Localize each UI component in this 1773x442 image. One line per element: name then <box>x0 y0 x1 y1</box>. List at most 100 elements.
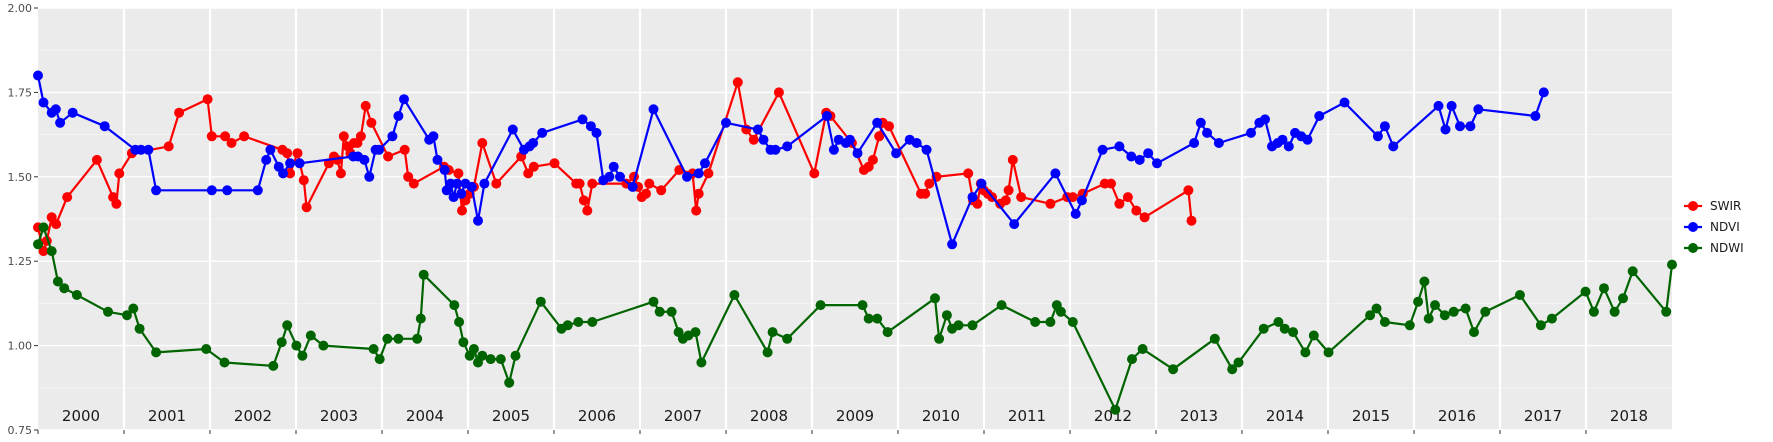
year-label: 2004 <box>406 407 444 425</box>
data-point <box>703 168 714 179</box>
data-point <box>852 148 863 159</box>
data-point <box>693 188 704 199</box>
data-point <box>468 344 479 354</box>
data-point <box>1000 195 1011 206</box>
data-point <box>46 246 57 257</box>
data-point <box>585 121 596 132</box>
series-ndwi <box>33 222 1677 415</box>
data-point <box>773 87 784 98</box>
data-point <box>1339 97 1350 108</box>
legend: SWIR NDVI NDWI <box>1684 199 1744 255</box>
data-point <box>163 141 174 152</box>
data-point <box>767 327 778 338</box>
data-point <box>1580 286 1591 297</box>
data-point <box>953 320 964 331</box>
data-point <box>415 313 426 324</box>
data-point <box>1076 195 1087 206</box>
data-point <box>1134 154 1145 165</box>
data-point <box>809 168 820 179</box>
data-point <box>1126 151 1137 162</box>
data-point <box>301 202 312 213</box>
data-point <box>1446 100 1457 111</box>
data-point <box>393 111 404 121</box>
data-point <box>748 134 759 145</box>
year-label: 2005 <box>492 407 530 425</box>
data-point <box>122 310 132 321</box>
data-point <box>294 158 305 169</box>
data-point <box>1627 266 1638 277</box>
data-point <box>1189 138 1200 148</box>
data-point <box>403 171 414 182</box>
data-point <box>298 175 309 186</box>
data-point <box>485 354 496 365</box>
data-point <box>393 333 404 344</box>
data-point <box>1419 276 1430 287</box>
data-point <box>1465 121 1476 132</box>
data-point <box>456 188 467 199</box>
data-point <box>103 306 113 317</box>
data-point <box>473 215 483 226</box>
year-label: 2011 <box>1008 407 1046 425</box>
year-label: 2012 <box>1094 407 1132 425</box>
data-point <box>537 127 548 138</box>
data-point <box>608 161 619 172</box>
data-point <box>1131 205 1142 216</box>
data-point <box>1661 306 1672 317</box>
data-point <box>587 178 598 189</box>
data-point <box>366 117 377 128</box>
data-point <box>884 121 894 132</box>
data-point <box>1106 178 1116 189</box>
data-point <box>1404 320 1415 331</box>
data-point <box>1003 185 1014 196</box>
data-point <box>1209 333 1220 344</box>
data-point <box>399 144 410 155</box>
data-point <box>573 317 584 327</box>
data-point <box>239 131 250 142</box>
data-point <box>67 107 78 118</box>
data-point <box>399 94 409 105</box>
data-point <box>38 97 49 108</box>
year-label: 2002 <box>234 407 272 425</box>
data-point <box>466 181 477 192</box>
data-point <box>648 296 659 307</box>
data-point <box>1323 347 1334 358</box>
data-point <box>374 144 385 155</box>
data-point <box>693 168 704 179</box>
data-point <box>1114 141 1125 152</box>
data-point <box>335 168 346 179</box>
data-point <box>1246 127 1256 138</box>
data-point <box>857 300 868 311</box>
data-point <box>282 320 293 331</box>
data-point <box>134 323 145 334</box>
data-point <box>220 131 231 142</box>
data-point <box>38 222 49 233</box>
data-point <box>1055 306 1066 317</box>
data-point <box>523 168 534 179</box>
legend-label: NDWI <box>1710 241 1744 255</box>
data-point <box>38 246 49 257</box>
year-label: 2013 <box>1180 407 1218 425</box>
data-point <box>1277 134 1288 145</box>
data-point <box>1152 158 1162 169</box>
data-point <box>1667 259 1677 270</box>
data-point <box>1538 87 1549 98</box>
data-point <box>947 239 958 250</box>
data-point <box>201 344 212 354</box>
data-point <box>51 219 62 230</box>
data-point <box>1137 344 1148 354</box>
data-point <box>291 340 302 351</box>
year-label: 2009 <box>836 407 874 425</box>
data-point <box>1045 198 1056 209</box>
year-label: 2017 <box>1524 407 1562 425</box>
data-point <box>941 310 952 321</box>
data-point <box>574 178 585 189</box>
year-label: 2015 <box>1352 407 1390 425</box>
year-label: 2000 <box>62 407 100 425</box>
data-point <box>1183 185 1194 196</box>
data-point <box>1365 310 1376 321</box>
data-point <box>872 117 883 128</box>
data-point <box>285 158 296 169</box>
data-point <box>62 192 73 203</box>
data-point <box>1114 198 1125 209</box>
data-point <box>318 340 329 351</box>
